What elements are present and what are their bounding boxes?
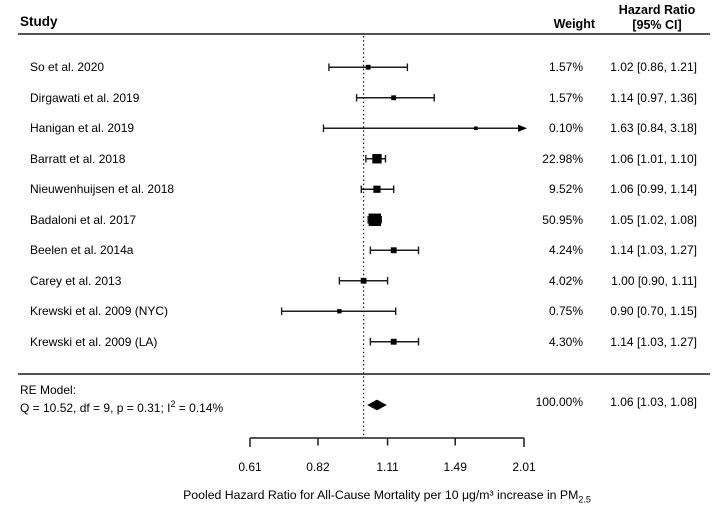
study-hr-ci: 1.14 [0.97, 1.36] — [610, 90, 697, 105]
re-model-label: RE Model: — [20, 383, 77, 397]
study-name: Hanigan et al. 2019 — [30, 121, 135, 136]
study-name: So et al. 2020 — [30, 60, 105, 75]
hazard-ratio-header-line1: Hazard Ratio — [618, 3, 696, 17]
axis-tick-label: 2.01 — [512, 460, 536, 474]
study-weight: 4.24% — [548, 243, 583, 258]
axis-tick-label: 0.82 — [306, 460, 330, 474]
study-row: Nieuwenhuijsen et al. 2018 9.52% 1.06 [0… — [0, 174, 714, 205]
study-name: Carey et al. 2013 — [30, 273, 122, 288]
study-hr-ci: 1.14 [1.03, 1.27] — [610, 243, 697, 258]
study-weight: 50.95% — [542, 212, 583, 227]
study-hr-ci: 1.02 [0.86, 1.21] — [610, 60, 697, 75]
study-weight: 0.75% — [548, 304, 583, 319]
hazard-ratio-header-line2: [95% CI] — [632, 17, 682, 32]
heterogeneity-stats: Q = 10.52, df = 9, p = 0.31; I2 = 0.14% — [20, 398, 223, 416]
study-name: Beelen et al. 2014a — [30, 243, 134, 258]
study-hr-ci: 1.14 [1.03, 1.27] — [610, 334, 697, 349]
summary-weight: 100.00% — [535, 395, 583, 409]
axis-tick-label: 1.11 — [376, 460, 399, 474]
axis-tick-label: 0.61 — [238, 460, 262, 474]
study-name: Dirgawati et al. 2019 — [30, 90, 140, 105]
study-row: Carey et al. 2013 4.02% 1.00 [0.90, 1.11… — [0, 266, 714, 297]
summary-diamond — [367, 399, 387, 411]
study-hr-ci: 1.00 [0.90, 1.11] — [611, 273, 697, 288]
column-header-study: Study — [20, 14, 58, 29]
study-name: Barratt et al. 2018 — [30, 151, 126, 166]
x-axis-title: Pooled Hazard Ratio for All-Cause Mortal… — [183, 488, 591, 504]
study-hr-ci: 1.06 [0.99, 1.14] — [610, 182, 697, 197]
study-weight: 0.10% — [548, 121, 583, 136]
study-row: Barratt et al. 2018 22.98% 1.06 [1.01, 1… — [0, 144, 714, 175]
study-weight: 4.30% — [548, 334, 583, 349]
summary-hr-ci: 1.06 [1.03, 1.08] — [610, 395, 697, 409]
axis-tick-label: 1.49 — [443, 460, 467, 474]
study-name: Krewski et al. 2009 (LA) — [30, 334, 158, 349]
heterogeneity-suffix: = 0.14% — [175, 400, 224, 415]
study-name: Badaloni et al. 2017 — [30, 212, 137, 227]
column-header-hazard-ratio: Hazard Ratio [95% CI] — [604, 3, 710, 32]
study-weight: 9.52% — [548, 182, 583, 197]
column-header-weight: Weight — [553, 17, 595, 31]
study-weight: 4.02% — [548, 273, 583, 288]
study-row: Dirgawati et al. 2019 1.57% 1.14 [0.97, … — [0, 83, 714, 114]
study-weight: 22.98% — [542, 151, 583, 166]
i-squared-exponent: 2 — [170, 398, 176, 409]
study-hr-ci: 1.06 [1.01, 1.10] — [610, 151, 697, 166]
study-row: Krewski et al. 2009 (LA) 4.30% 1.14 [1.0… — [0, 327, 714, 358]
pm25-subscript: 2.5 — [578, 494, 591, 505]
study-row: So et al. 2020 1.57% 1.02 [0.86, 1.21] — [0, 52, 714, 83]
study-name: Nieuwenhuijsen et al. 2018 — [30, 182, 175, 197]
study-row: Krewski et al. 2009 (NYC) 0.75% 0.90 [0.… — [0, 296, 714, 327]
study-rows: So et al. 2020 1.57% 1.02 [0.86, 1.21] D… — [0, 52, 714, 357]
x-axis-title-text: Pooled Hazard Ratio for All-Cause Mortal… — [183, 488, 579, 502]
study-weight: 1.57% — [548, 90, 583, 105]
study-name: Krewski et al. 2009 (NYC) — [30, 304, 169, 319]
study-row: Beelen et al. 2014a 4.24% 1.14 [1.03, 1.… — [0, 235, 714, 266]
study-row: Badaloni et al. 2017 50.95% 1.05 [1.02, … — [0, 205, 714, 236]
study-hr-ci: 1.63 [0.84, 3.18] — [610, 121, 697, 136]
re-model-stats: RE Model: Q = 10.52, df = 9, p = 0.31; I… — [20, 383, 223, 416]
heterogeneity-prefix: Q = 10.52, df = 9, p = 0.31; I — [20, 400, 171, 415]
study-row: Hanigan et al. 2019 0.10% 1.63 [0.84, 3.… — [0, 113, 714, 144]
study-hr-ci: 1.05 [1.02, 1.08] — [610, 212, 697, 227]
study-hr-ci: 0.90 [0.70, 1.15] — [610, 304, 697, 319]
study-weight: 1.57% — [548, 60, 583, 75]
